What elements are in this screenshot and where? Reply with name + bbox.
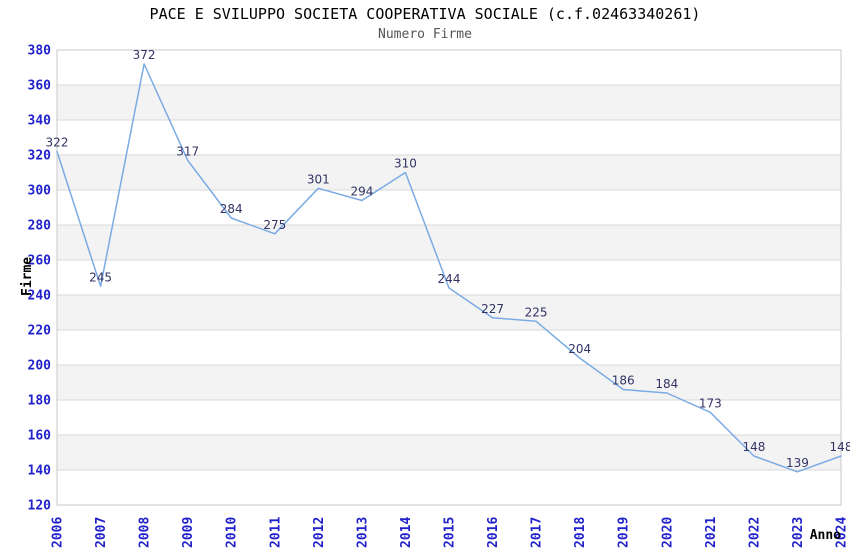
value-label: 284	[220, 202, 243, 216]
grid-band	[57, 365, 841, 400]
x-tick-label: 2018	[573, 517, 588, 548]
value-label: 184	[655, 377, 678, 391]
y-tick-label: 320	[28, 149, 52, 164]
x-tick-label: 2020	[660, 517, 675, 548]
y-tick-label: 140	[28, 464, 52, 479]
value-label: 204	[568, 342, 591, 356]
x-tick-label: 2022	[747, 517, 762, 548]
x-tick-label: 2011	[268, 517, 283, 548]
y-tick-label: 200	[28, 359, 52, 374]
x-tick-label: 2014	[399, 517, 414, 548]
value-label: 317	[176, 144, 199, 158]
value-label: 322	[46, 136, 69, 150]
x-tick-label: 2016	[486, 517, 501, 548]
value-label: 310	[394, 157, 417, 171]
x-tick-label: 2021	[704, 517, 719, 548]
value-label: 244	[438, 272, 461, 286]
x-tick-label: 2009	[181, 517, 196, 548]
y-tick-label: 240	[28, 289, 52, 304]
x-tick-label: 2013	[355, 517, 370, 548]
grid-band	[57, 190, 841, 225]
value-label: 372	[133, 48, 156, 62]
chart-subtitle: Numero Firme	[378, 27, 472, 42]
y-tick-label: 380	[28, 44, 52, 59]
grid-band	[57, 85, 841, 120]
value-label: 301	[307, 172, 330, 186]
grid-band	[57, 400, 841, 435]
y-tick-label: 180	[28, 394, 52, 409]
x-tick-label: 2007	[94, 517, 109, 548]
chart-title: PACE E SVILUPPO SOCIETA COOPERATIVA SOCI…	[149, 5, 701, 23]
x-tick-label: 2006	[51, 517, 66, 548]
value-label: 245	[89, 270, 112, 284]
value-label: 186	[612, 374, 635, 388]
y-tick-label: 340	[28, 114, 52, 129]
value-label: 148	[830, 440, 850, 454]
y-tick-label: 360	[28, 79, 52, 94]
value-label: 148	[742, 440, 765, 454]
value-label: 294	[350, 185, 373, 199]
grid-band	[57, 435, 841, 470]
x-tick-label: 2024	[835, 517, 850, 548]
x-tick-label: 2010	[225, 517, 240, 548]
grid-band	[57, 260, 841, 295]
value-label: 173	[699, 396, 722, 410]
value-label: 225	[525, 305, 548, 319]
grid-band	[57, 50, 841, 85]
x-tick-label: 2017	[530, 517, 545, 548]
x-tick-label: 2008	[138, 517, 153, 548]
grid-band	[57, 120, 841, 155]
value-label: 275	[263, 218, 286, 232]
value-label: 227	[481, 302, 504, 316]
y-tick-label: 160	[28, 429, 52, 444]
y-tick-label: 300	[28, 184, 52, 199]
grid-band	[57, 330, 841, 365]
y-axis-title: Firme	[20, 256, 35, 296]
grid-band	[57, 295, 841, 330]
x-tick-label: 2019	[617, 517, 632, 548]
value-label: 139	[786, 456, 809, 470]
y-tick-label: 120	[28, 499, 52, 514]
plot-border	[56, 49, 842, 506]
grid-band	[57, 470, 841, 505]
grid-band	[57, 155, 841, 190]
grid-band	[57, 225, 841, 260]
series-line	[56, 63, 842, 473]
x-tick-label: 2023	[791, 517, 806, 548]
y-tick-label: 220	[28, 324, 52, 339]
y-tick-label: 260	[28, 254, 52, 269]
x-tick-label: 2012	[312, 517, 327, 548]
x-axis-title: Anno	[809, 528, 841, 543]
y-tick-label: 280	[28, 219, 52, 234]
x-tick-label: 2015	[443, 517, 458, 548]
